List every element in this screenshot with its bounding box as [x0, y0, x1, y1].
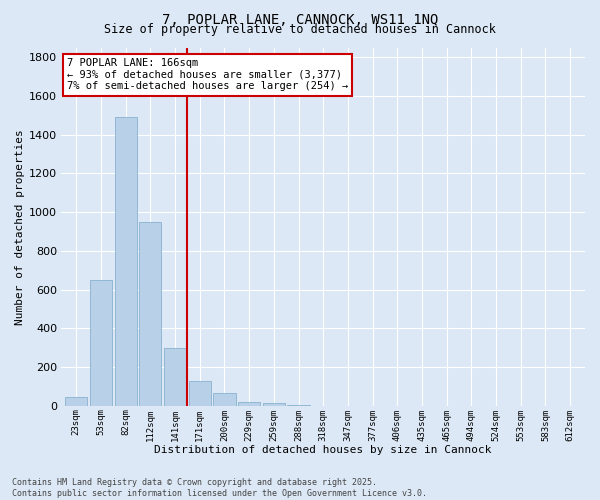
Text: Contains HM Land Registry data © Crown copyright and database right 2025.
Contai: Contains HM Land Registry data © Crown c… [12, 478, 427, 498]
Bar [115, 117, 137, 406]
Bar [287, 405, 310, 406]
Bar [214, 393, 236, 406]
Bar [238, 402, 260, 406]
Text: Size of property relative to detached houses in Cannock: Size of property relative to detached ho… [104, 22, 496, 36]
Text: 7 POPLAR LANE: 166sqm
← 93% of detached houses are smaller (3,377)
7% of semi-de: 7 POPLAR LANE: 166sqm ← 93% of detached … [67, 58, 348, 92]
Bar [188, 380, 211, 406]
X-axis label: Distribution of detached houses by size in Cannock: Distribution of detached houses by size … [154, 445, 492, 455]
Bar [139, 222, 161, 406]
Bar [164, 348, 186, 406]
Bar [65, 396, 88, 406]
Text: 7, POPLAR LANE, CANNOCK, WS11 1NQ: 7, POPLAR LANE, CANNOCK, WS11 1NQ [162, 12, 438, 26]
Bar [90, 280, 112, 406]
Bar [263, 403, 285, 406]
Y-axis label: Number of detached properties: Number of detached properties [15, 129, 25, 324]
